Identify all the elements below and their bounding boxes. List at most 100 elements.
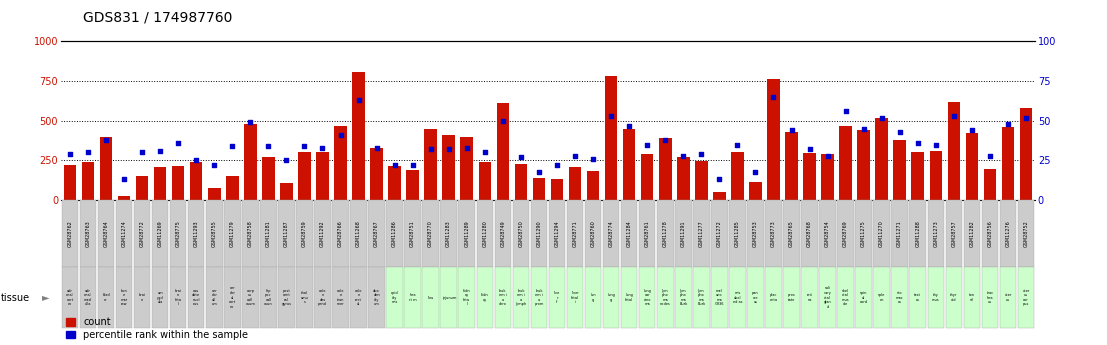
Text: GSM11291: GSM11291 — [681, 220, 685, 247]
Bar — [334, 126, 346, 200]
Bar — [713, 192, 726, 200]
Text: thyr
oid: thyr oid — [950, 293, 958, 302]
Text: GSM11286: GSM11286 — [392, 220, 397, 247]
Text: cer
ebr
al
cort
ex: cer ebr al cort ex — [229, 286, 236, 309]
Text: GSM11294: GSM11294 — [555, 220, 559, 247]
Point — [746, 169, 764, 174]
Text: GSM11283: GSM11283 — [446, 220, 452, 247]
Text: lieu: lieu — [427, 296, 434, 299]
Point — [891, 129, 909, 135]
Point — [350, 97, 368, 103]
Text: GSM28758: GSM28758 — [248, 220, 252, 247]
Text: thal
amu
s: thal amu s — [300, 291, 309, 304]
Point — [313, 145, 331, 150]
Text: GSM28768: GSM28768 — [807, 220, 813, 247]
Text: GDS831 / 174987760: GDS831 / 174987760 — [83, 10, 232, 24]
Point — [404, 162, 422, 168]
Bar — [82, 162, 94, 200]
Text: GSM28752: GSM28752 — [1024, 220, 1028, 247]
Text: liver
fetal
i: liver fetal i — [571, 291, 579, 304]
Text: GSM11269: GSM11269 — [157, 220, 163, 247]
Text: GSM28750: GSM28750 — [518, 220, 524, 247]
Text: corp
us
call
osum: corp us call osum — [246, 289, 256, 306]
Point — [639, 142, 656, 147]
Text: skel
etal
mus
cle: skel etal mus cle — [841, 289, 849, 306]
Bar — [497, 103, 509, 200]
Bar — [63, 165, 76, 200]
Text: GSM11280: GSM11280 — [483, 220, 487, 247]
Text: GSM11273: GSM11273 — [933, 220, 939, 247]
Point — [278, 158, 296, 163]
Text: GSM28775: GSM28775 — [176, 220, 180, 247]
Point — [241, 120, 259, 125]
Text: lung
car
cino
ma: lung car cino ma — [643, 289, 651, 306]
Bar — [370, 148, 383, 200]
Bar — [117, 196, 131, 200]
Text: lun
g: lun g — [590, 293, 596, 302]
Text: GSM28749: GSM28749 — [500, 220, 506, 247]
Text: GSM11281: GSM11281 — [266, 220, 271, 247]
Text: uter
us: uter us — [1004, 293, 1012, 302]
Text: sple
en: sple en — [878, 293, 886, 302]
Point — [1000, 121, 1017, 127]
Text: adr
enal
cort
ex: adr enal cort ex — [66, 289, 74, 306]
Point — [259, 144, 277, 149]
Bar — [821, 154, 834, 200]
Text: epid
idy
mis: epid idy mis — [391, 291, 399, 304]
Text: kidn
ey: kidn ey — [482, 293, 488, 302]
Text: uter
us
cor
pus: uter us cor pus — [1023, 289, 1030, 306]
Point — [674, 153, 692, 158]
Bar — [965, 134, 979, 200]
Bar — [569, 167, 581, 200]
Bar — [948, 102, 960, 200]
Text: am
ygd
ala: am ygd ala — [157, 291, 164, 304]
Point — [458, 145, 476, 150]
Text: GSM28766: GSM28766 — [338, 220, 343, 247]
Text: GSM11272: GSM11272 — [717, 220, 722, 247]
Point — [476, 150, 494, 155]
Text: GSM28764: GSM28764 — [103, 220, 108, 247]
Bar — [659, 138, 672, 200]
Text: colo
n
des
pend: colo n des pend — [318, 289, 327, 306]
Bar — [154, 167, 166, 200]
Point — [187, 158, 205, 163]
Text: lym
pho
ma
Burk: lym pho ma Burk — [697, 289, 705, 306]
Point — [620, 123, 638, 128]
Text: leuk
em i
a
prom: leuk em i a prom — [535, 289, 544, 306]
Point — [584, 156, 602, 161]
Bar — [695, 161, 707, 200]
Bar — [298, 152, 311, 200]
Bar — [876, 118, 888, 200]
Point — [332, 132, 350, 138]
Text: ►: ► — [42, 293, 50, 303]
Text: post
cent
ral
gyrus: post cent ral gyrus — [281, 289, 291, 306]
Bar — [406, 170, 418, 200]
Point — [79, 150, 96, 155]
Point — [206, 162, 224, 168]
Text: GSM11275: GSM11275 — [861, 220, 866, 247]
Text: leuk
em i
a
lymph: leuk em i a lymph — [516, 289, 527, 306]
Text: GSM28763: GSM28763 — [85, 220, 91, 247]
Point — [963, 128, 981, 133]
Point — [945, 113, 963, 119]
Point — [61, 151, 79, 157]
Bar — [262, 157, 275, 200]
Point — [783, 128, 800, 133]
Point — [422, 147, 439, 152]
Bar — [911, 152, 924, 200]
Text: colo
n
tran
sver: colo n tran sver — [337, 289, 344, 306]
Text: GSM11276: GSM11276 — [1005, 220, 1011, 247]
Bar — [244, 124, 257, 200]
Text: GSM28773: GSM28773 — [770, 220, 776, 247]
Bar — [424, 129, 437, 200]
Point — [819, 153, 837, 158]
Point — [927, 142, 944, 147]
Bar — [804, 153, 816, 200]
Text: GSM28755: GSM28755 — [211, 220, 217, 247]
Text: GSM11290: GSM11290 — [537, 220, 541, 247]
Text: brai
n: brai n — [138, 293, 145, 302]
Text: tissue: tissue — [1, 293, 30, 303]
Text: GSM28754: GSM28754 — [825, 220, 830, 247]
Text: hip
poc
call
osun: hip poc call osun — [265, 289, 272, 306]
Text: GSM28751: GSM28751 — [411, 220, 415, 247]
